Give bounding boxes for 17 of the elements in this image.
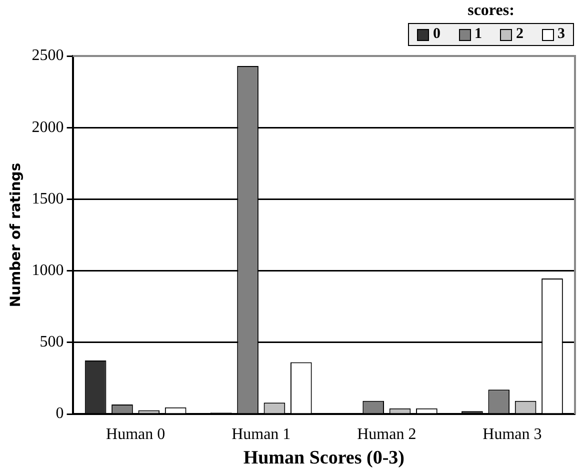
legend-label: 1 [474, 26, 482, 43]
x-axis-title: Human Scores (0-3) [243, 448, 404, 469]
x-tick-label: Human 0 [106, 426, 166, 443]
legend-label: 0 [433, 26, 440, 43]
x-tick-label: Human 2 [357, 426, 416, 443]
y-tick-label: 1500 [32, 190, 64, 208]
y-tick-label: 2500 [32, 47, 64, 64]
legend-label: 2 [516, 26, 524, 43]
x-tick-label: Human 1 [232, 426, 291, 443]
y-tick-label: 2000 [32, 118, 64, 136]
legend-title: scores: [466, 2, 516, 20]
text: 3 [558, 26, 565, 43]
y-tick-label: 0 [56, 405, 64, 422]
y-tick-label: 1000 [32, 262, 64, 280]
y-axis-title: Number of ratings [8, 162, 24, 308]
y-tick-label: 500 [40, 334, 64, 351]
x-tick-label: Human 3 [482, 426, 542, 443]
